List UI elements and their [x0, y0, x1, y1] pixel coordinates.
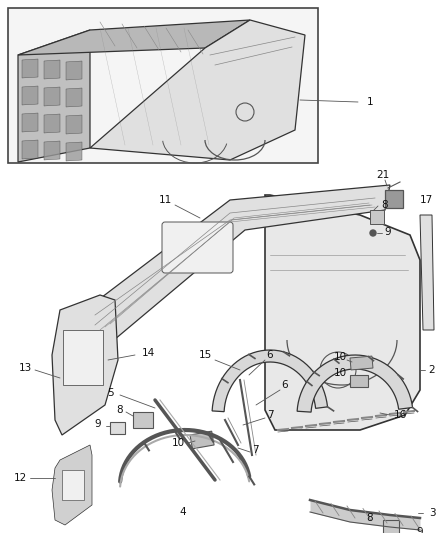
Text: 7: 7 — [267, 410, 273, 420]
Polygon shape — [212, 350, 328, 411]
Polygon shape — [44, 114, 60, 133]
Polygon shape — [66, 61, 82, 80]
Bar — [63, 330, 103, 385]
Text: 13: 13 — [18, 363, 32, 373]
Text: 9: 9 — [95, 419, 101, 429]
Circle shape — [370, 230, 376, 236]
Text: 3: 3 — [429, 508, 435, 518]
Polygon shape — [18, 30, 90, 162]
Polygon shape — [52, 295, 118, 435]
Text: 21: 21 — [376, 170, 390, 180]
Polygon shape — [265, 195, 420, 430]
Bar — [110, 422, 125, 434]
Text: 4: 4 — [180, 507, 186, 517]
FancyBboxPatch shape — [162, 222, 233, 273]
Text: 10: 10 — [333, 368, 346, 378]
Polygon shape — [18, 20, 250, 55]
Polygon shape — [66, 115, 82, 134]
Polygon shape — [66, 142, 82, 161]
Text: 8: 8 — [381, 200, 389, 210]
Text: 5: 5 — [107, 388, 113, 398]
Polygon shape — [44, 87, 60, 106]
Polygon shape — [85, 185, 390, 345]
Polygon shape — [420, 215, 434, 330]
Bar — [385, 190, 403, 208]
Bar — [133, 412, 153, 428]
Polygon shape — [44, 60, 60, 79]
Text: 16: 16 — [393, 410, 406, 420]
Bar — [383, 520, 399, 533]
Text: 12: 12 — [14, 473, 27, 483]
Polygon shape — [22, 59, 38, 78]
Bar — [350, 356, 373, 370]
Text: 9: 9 — [417, 527, 423, 533]
Text: 8: 8 — [367, 513, 373, 523]
Bar — [370, 210, 384, 224]
Polygon shape — [22, 113, 38, 132]
Text: 6: 6 — [282, 380, 288, 390]
Polygon shape — [90, 20, 305, 160]
Polygon shape — [297, 355, 413, 412]
Text: 1: 1 — [367, 97, 373, 107]
Text: 7: 7 — [252, 445, 258, 455]
Polygon shape — [66, 88, 82, 107]
Polygon shape — [60, 365, 82, 395]
Text: 8: 8 — [117, 405, 124, 415]
Bar — [8, 8, 318, 163]
Text: 9: 9 — [385, 227, 391, 237]
Polygon shape — [52, 445, 92, 525]
Polygon shape — [22, 140, 38, 159]
Bar — [350, 375, 368, 387]
Text: 2: 2 — [429, 365, 435, 375]
Bar — [190, 431, 214, 449]
Text: 14: 14 — [141, 348, 155, 358]
Text: 6: 6 — [267, 350, 273, 360]
Text: 15: 15 — [198, 350, 212, 360]
Text: 10: 10 — [333, 352, 346, 362]
Polygon shape — [22, 86, 38, 105]
Polygon shape — [44, 141, 60, 160]
Text: 10: 10 — [171, 438, 184, 448]
Text: 17: 17 — [419, 195, 433, 205]
Bar — [62, 470, 84, 500]
Text: 11: 11 — [159, 195, 172, 205]
